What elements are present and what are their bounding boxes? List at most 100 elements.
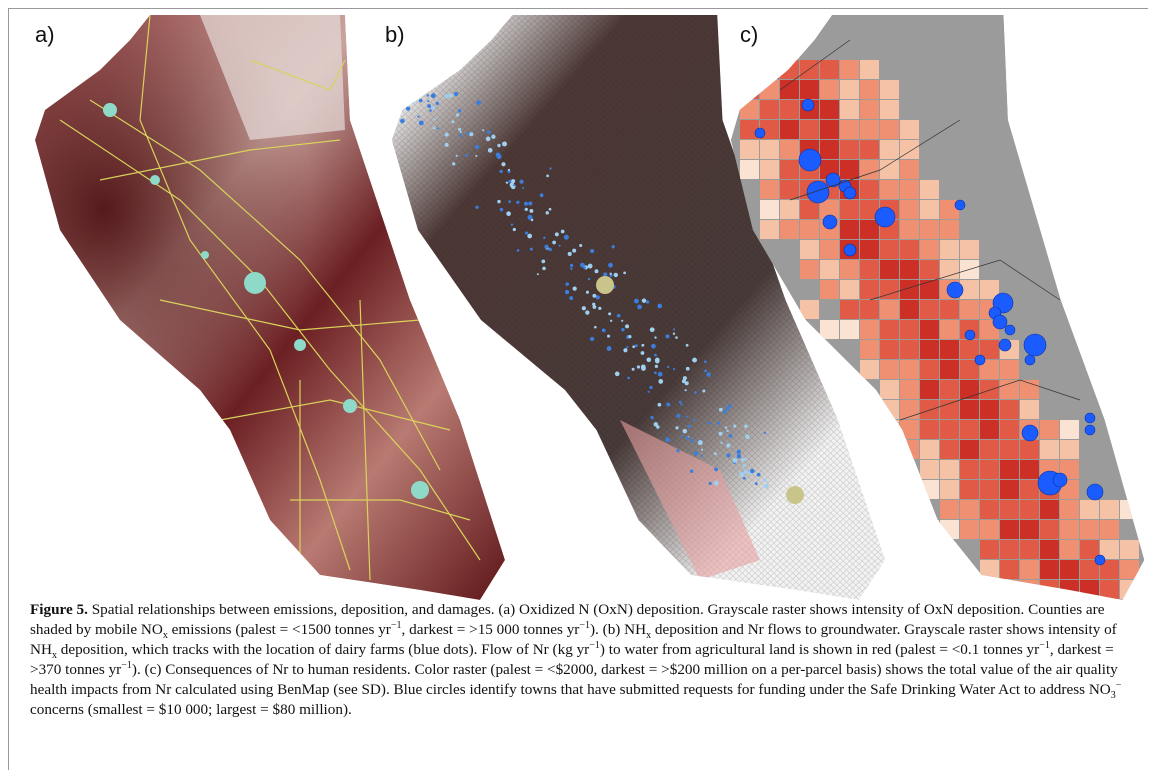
dairy-dot <box>598 306 602 310</box>
dairy-dot <box>607 334 611 338</box>
raster-cell <box>880 400 899 419</box>
raster-cell <box>940 240 959 259</box>
dairy-dot <box>554 232 559 237</box>
raster-cell <box>920 200 939 219</box>
dairy-dot <box>702 389 706 393</box>
dairy-dot <box>487 130 491 134</box>
raster-cell <box>820 320 839 339</box>
raster-cell <box>800 240 819 259</box>
caption-text: concerns (smallest = $10 000; largest = … <box>30 701 352 718</box>
dairy-dot <box>608 312 612 316</box>
raster-cell <box>900 320 919 339</box>
raster-cell <box>1000 580 1019 599</box>
dairy-dot <box>685 366 690 371</box>
raster-cell <box>1000 420 1019 439</box>
raster-cell <box>760 80 779 99</box>
caption-text: ). (c) Consequences of Nr to human resid… <box>30 661 1118 698</box>
dairy-dot <box>723 410 727 414</box>
raster-cell <box>920 400 939 419</box>
raster-cell <box>900 400 919 419</box>
raster-cell <box>740 60 759 79</box>
caption-text: deposition and Nr flows to groundwater. … <box>30 621 1117 658</box>
raster-cell <box>860 320 879 339</box>
dairy-dot <box>513 184 516 187</box>
town-circle <box>1004 324 1016 336</box>
raster-cell <box>840 300 859 319</box>
raster-cell <box>1000 500 1019 519</box>
dairy-dot <box>552 240 556 245</box>
raster-cell <box>860 340 879 359</box>
town-circle <box>1024 354 1036 366</box>
dairy-dot <box>497 143 501 148</box>
dairy-dot <box>585 310 590 315</box>
dairy-dot <box>435 101 440 106</box>
dairy-dot <box>432 126 436 130</box>
dairy-dot <box>452 162 456 166</box>
raster-cell <box>1060 460 1079 479</box>
town-circle <box>1094 554 1106 566</box>
raster-cell <box>820 200 839 219</box>
dairy-dot <box>727 404 732 408</box>
panel-label: a) <box>35 22 55 47</box>
dairy-dot <box>626 346 629 349</box>
raster-cell <box>1120 580 1139 599</box>
dairy-dot <box>673 368 676 371</box>
dairy-dot <box>636 365 641 369</box>
raster-cell <box>880 420 899 439</box>
caption-sup: −1 <box>121 659 132 671</box>
dairy-dot <box>739 472 745 477</box>
raster-cell <box>900 120 919 139</box>
raster-cell <box>940 520 959 539</box>
dairy-dot <box>684 381 689 386</box>
dairy-dot <box>558 244 561 247</box>
dairy-dot <box>714 467 719 472</box>
raster-cell <box>880 180 899 199</box>
dairy-dot <box>682 428 688 434</box>
raster-cell <box>960 440 979 459</box>
raster-cell <box>780 80 799 99</box>
dairy-dot <box>457 109 462 113</box>
raster-cell <box>840 260 859 279</box>
raster-cell <box>740 120 759 139</box>
town-circle <box>1084 412 1096 424</box>
caption-text: deposition, which tracks with the locati… <box>56 641 590 658</box>
dairy-dot <box>565 282 569 286</box>
raster-cell <box>840 60 859 79</box>
raster-cell <box>920 520 939 539</box>
raster-cell <box>760 180 779 199</box>
dairy-dot <box>649 327 655 333</box>
raster-cell <box>1100 520 1119 539</box>
dairy-dot <box>499 207 504 212</box>
raster-cell <box>1120 540 1139 559</box>
dairy-dot <box>536 273 539 276</box>
raster-cell <box>880 340 899 359</box>
raster-cell <box>880 160 899 179</box>
dairy-dot <box>592 293 597 298</box>
dairy-dot <box>724 426 728 429</box>
raster-cell <box>800 300 819 319</box>
raster-cell <box>860 300 879 319</box>
dairy-dot <box>512 227 516 232</box>
dairy-dot <box>507 168 511 172</box>
raster-cell <box>960 360 979 379</box>
dairy-dot <box>572 248 577 253</box>
dairy-dot <box>682 376 687 381</box>
dairy-dot <box>475 144 480 150</box>
raster-cell <box>1140 580 1145 599</box>
dairy-dot <box>529 247 533 251</box>
town-circle <box>806 180 830 204</box>
raster-cell <box>920 360 939 379</box>
raster-cell <box>1040 420 1059 439</box>
caption-sup: −1 <box>579 619 590 631</box>
dairy-dot <box>713 480 719 486</box>
dairy-dot <box>595 295 600 300</box>
raster-cell <box>800 60 819 79</box>
dairy-dot <box>564 289 570 295</box>
raster-cell <box>880 240 899 259</box>
raster-cell <box>940 340 959 359</box>
dairy-dot <box>610 319 613 322</box>
raster-cell <box>860 140 879 159</box>
dairy-dot <box>428 82 432 86</box>
dairy-dot <box>623 271 626 275</box>
dairy-dot <box>546 174 549 178</box>
